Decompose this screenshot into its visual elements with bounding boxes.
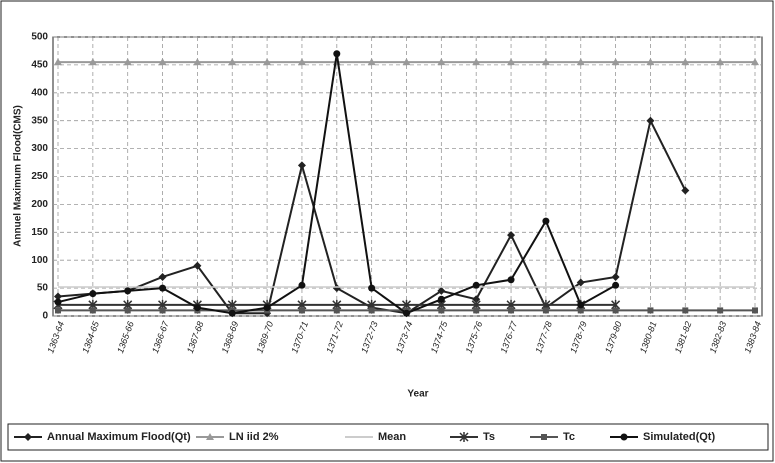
marker (717, 307, 724, 314)
legend-label: LN iid 2% (229, 431, 279, 443)
marker (298, 307, 305, 314)
marker (611, 272, 620, 281)
marker (89, 307, 96, 314)
marker (577, 301, 585, 309)
marker (88, 58, 97, 66)
marker (124, 287, 132, 295)
marker (193, 304, 201, 312)
marker (158, 58, 167, 66)
marker (333, 307, 340, 314)
marker (297, 58, 306, 66)
marker (367, 58, 376, 66)
marker (159, 284, 167, 292)
marker (752, 307, 758, 314)
marker (473, 307, 480, 314)
marker (193, 58, 202, 66)
marker (576, 278, 585, 287)
y-tick-label: 200 (31, 199, 48, 210)
y-axis-label: Annuel Maximum Flood(CMS) (13, 105, 24, 247)
marker (681, 58, 690, 66)
marker (472, 58, 481, 66)
y-tick-label: 300 (31, 143, 48, 154)
marker (206, 433, 214, 440)
marker (403, 309, 410, 317)
marker (541, 58, 550, 66)
marker (612, 281, 620, 289)
marker (472, 281, 480, 289)
y-tick-label: 500 (31, 32, 48, 43)
legend-label: Mean (378, 431, 406, 443)
marker (577, 307, 584, 314)
y-tick-label: 450 (31, 60, 48, 71)
marker (297, 161, 306, 170)
marker (542, 307, 549, 314)
x-axis-label: Year (407, 389, 428, 400)
marker (508, 307, 515, 314)
marker (507, 231, 516, 240)
marker (159, 307, 166, 314)
marker (54, 298, 62, 306)
marker (55, 307, 61, 314)
marker (507, 276, 515, 284)
y-tick-label: 250 (31, 171, 48, 182)
marker (646, 116, 655, 125)
y-tick-label: 150 (31, 227, 48, 238)
marker (716, 58, 725, 66)
marker (459, 432, 469, 442)
marker (472, 295, 481, 304)
marker (438, 307, 445, 314)
marker (332, 284, 341, 293)
marker (437, 58, 446, 66)
legend-label: Ts (483, 431, 495, 443)
marker (507, 58, 516, 66)
legend (7, 423, 769, 451)
marker (123, 58, 132, 66)
marker (368, 284, 376, 292)
marker (620, 433, 628, 441)
marker (681, 186, 690, 195)
marker (542, 217, 550, 225)
y-tick-label: 350 (31, 115, 48, 126)
marker (193, 261, 202, 270)
marker (541, 434, 547, 440)
marker (402, 58, 411, 66)
marker (682, 307, 689, 314)
marker (124, 307, 131, 314)
legend-label: Annual Maximum Flood(Qt) (47, 431, 191, 443)
y-tick-label: 50 (37, 283, 49, 294)
legend-label: Simulated(Qt) (643, 431, 715, 443)
marker (646, 58, 655, 66)
marker (263, 304, 271, 312)
legend-label: Tc (563, 431, 575, 443)
marker (368, 307, 375, 314)
marker (611, 58, 620, 66)
marker (24, 433, 32, 441)
marker (576, 58, 585, 66)
marker (333, 50, 341, 58)
marker (437, 286, 446, 295)
marker (228, 58, 237, 66)
marker (263, 58, 272, 66)
marker (647, 307, 654, 314)
marker (54, 58, 62, 66)
marker (54, 292, 62, 301)
marker (612, 307, 619, 314)
marker (228, 309, 236, 317)
marker (437, 295, 445, 303)
y-tick-label: 0 (42, 311, 48, 322)
y-tick-label: 400 (31, 87, 48, 98)
y-tick-label: 100 (31, 255, 48, 266)
marker (751, 58, 759, 66)
marker (158, 272, 167, 281)
marker (298, 281, 306, 289)
marker (89, 290, 97, 298)
